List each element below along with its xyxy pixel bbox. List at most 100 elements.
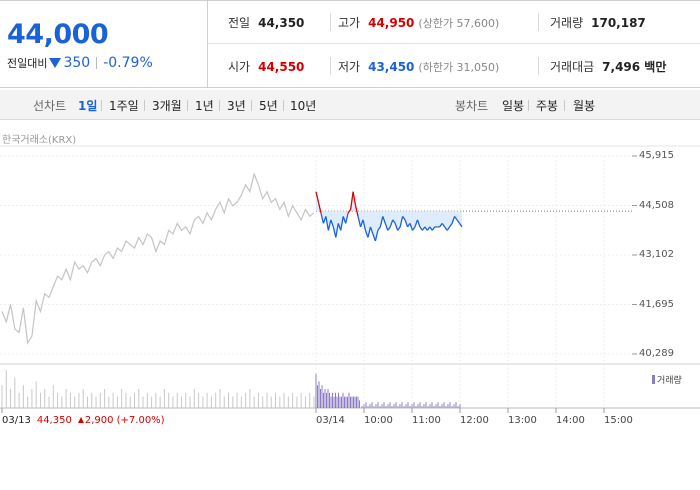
today-price-segment bbox=[454, 215, 458, 221]
x-tick-label: 13:00 bbox=[508, 415, 537, 426]
y-tick-label: 43,102 bbox=[639, 249, 674, 260]
stat-open: 시가 44,550 bbox=[228, 60, 305, 74]
divider bbox=[219, 100, 220, 111]
divider bbox=[251, 100, 252, 111]
today-price-segment bbox=[317, 202, 322, 213]
stat-prev-close: 전일 44,350 bbox=[228, 16, 305, 30]
tab-weekly-candle[interactable]: 주봉 bbox=[536, 99, 559, 113]
today-price-segment bbox=[384, 223, 389, 231]
today-price-segment bbox=[449, 223, 453, 228]
x-tick-label: 11:00 bbox=[412, 415, 441, 426]
y-tick-label: 45,915 bbox=[639, 150, 674, 161]
today-price-segment bbox=[345, 212, 349, 224]
stats-table: 전일 44,350 고가 44,950 (상한가 57,600) 거래량 170,187… bbox=[208, 1, 700, 88]
today-price-segment bbox=[369, 226, 374, 235]
stats-row: 시가 44,550 저가 43,450 (하한가 31,050) 거래대금 7,496 … bbox=[208, 45, 700, 88]
tab-1-week[interactable]: 1주일 bbox=[109, 99, 139, 113]
chart-marks bbox=[1, 172, 463, 408]
divider bbox=[187, 100, 188, 111]
divider bbox=[96, 57, 98, 69]
chart-period-tabs: 선차트 1일 1주일 3개월 1년 3년 5년 10년 봉차트 일봉 주봉 월봉 bbox=[0, 90, 700, 120]
price-change: 전일대비 350 -0.79% bbox=[7, 55, 153, 71]
today-price-segment bbox=[357, 216, 362, 228]
today-price-segment bbox=[456, 219, 461, 224]
today-price-segment bbox=[335, 223, 339, 238]
x-tick-label: 14:00 bbox=[556, 415, 585, 426]
prev-day-change: 2,900 (+7.00%) bbox=[84, 415, 165, 426]
today-price-segment bbox=[325, 216, 330, 231]
today-price-segment bbox=[404, 219, 409, 228]
today-price-segment bbox=[394, 223, 399, 231]
price-summary: 44,000 전일대비 350 -0.79% bbox=[0, 1, 208, 88]
tab-3-months[interactable]: 3개월 bbox=[152, 99, 182, 113]
today-price-segment bbox=[362, 219, 367, 231]
today-price-segment bbox=[402, 215, 406, 221]
today-price-segment bbox=[446, 226, 451, 231]
today-price-segment bbox=[332, 226, 337, 238]
today-price-segment bbox=[389, 219, 394, 228]
divider bbox=[144, 100, 145, 111]
line-chart-label: 선차트 bbox=[33, 99, 67, 113]
today-price-segment bbox=[392, 219, 396, 224]
up-arrow-icon bbox=[77, 417, 84, 423]
divider bbox=[538, 13, 539, 31]
tab-3-years[interactable]: 3년 bbox=[227, 99, 246, 113]
today-price-segment bbox=[364, 230, 369, 238]
y-tick-label: 40,289 bbox=[639, 348, 674, 359]
candle-chart-label: 봉차트 bbox=[455, 99, 489, 113]
change-value: 350 bbox=[63, 55, 91, 71]
today-price-segment bbox=[379, 216, 384, 228]
today-price-segment bbox=[347, 208, 352, 214]
y-tick-label: 41,695 bbox=[639, 298, 674, 310]
today-price-segment bbox=[451, 216, 456, 224]
prev-day-date: 03/13 bbox=[2, 415, 31, 426]
stat-low: 저가 43,450 (하한가 31,050) bbox=[338, 60, 500, 74]
volume-legend-swatch bbox=[652, 375, 655, 384]
tab-daily-candle[interactable]: 일봉 bbox=[502, 99, 525, 113]
today-price-segment bbox=[397, 226, 401, 231]
tab-monthly-candle[interactable]: 월봉 bbox=[573, 99, 596, 113]
down-arrow-icon bbox=[49, 58, 62, 68]
current-price: 44,000 bbox=[7, 19, 109, 50]
today-price-segment bbox=[426, 226, 431, 231]
today-price-segment bbox=[424, 226, 428, 231]
today-price-segment bbox=[352, 191, 357, 206]
change-rate: -0.79% bbox=[103, 55, 153, 71]
tab-10-years[interactable]: 10년 bbox=[290, 99, 317, 113]
today-price-segment bbox=[330, 219, 334, 228]
today-price-segment bbox=[421, 226, 426, 231]
tab-5-years[interactable]: 5년 bbox=[259, 99, 278, 113]
today-price-segment bbox=[350, 191, 354, 210]
today-price-segment bbox=[414, 219, 419, 228]
today-price-segment bbox=[429, 226, 433, 231]
today-price-segment bbox=[416, 219, 421, 228]
today-price-segment bbox=[359, 219, 364, 228]
prev-day-info: 03/13 44,350 2,900 (+7.00%) bbox=[2, 415, 165, 426]
today-price-segment bbox=[377, 226, 381, 231]
today-price-segment bbox=[399, 216, 404, 228]
stat-volume: 거래량 170,187 bbox=[550, 16, 646, 30]
today-price-segment bbox=[374, 230, 379, 242]
x-tick-label: 10:00 bbox=[364, 415, 393, 426]
today-price-segment bbox=[411, 226, 416, 231]
today-price-segment bbox=[367, 226, 372, 238]
divider bbox=[538, 57, 539, 75]
today-price-segment bbox=[441, 223, 446, 228]
divider bbox=[528, 100, 529, 111]
divider bbox=[101, 100, 102, 111]
divider bbox=[330, 57, 331, 75]
today-price-segment bbox=[354, 205, 359, 217]
today-price-segment bbox=[458, 223, 463, 228]
chart-grid bbox=[0, 145, 700, 413]
y-tick-label: 44,508 bbox=[639, 199, 674, 211]
tab-1-day[interactable]: 1일 bbox=[78, 99, 98, 113]
x-tick-label: 03/14 bbox=[316, 415, 345, 426]
today-price-segment bbox=[342, 216, 347, 224]
tab-1-year[interactable]: 1년 bbox=[195, 99, 214, 113]
stats-row: 전일 44,350 고가 44,950 (상한가 57,600) 거래량 170,187 bbox=[208, 1, 700, 44]
today-price-segment bbox=[327, 219, 332, 231]
today-price-segment bbox=[340, 216, 344, 231]
prev-day-price-line bbox=[1, 172, 315, 345]
stat-amount: 거래대금 7,496 백만 bbox=[550, 60, 667, 74]
